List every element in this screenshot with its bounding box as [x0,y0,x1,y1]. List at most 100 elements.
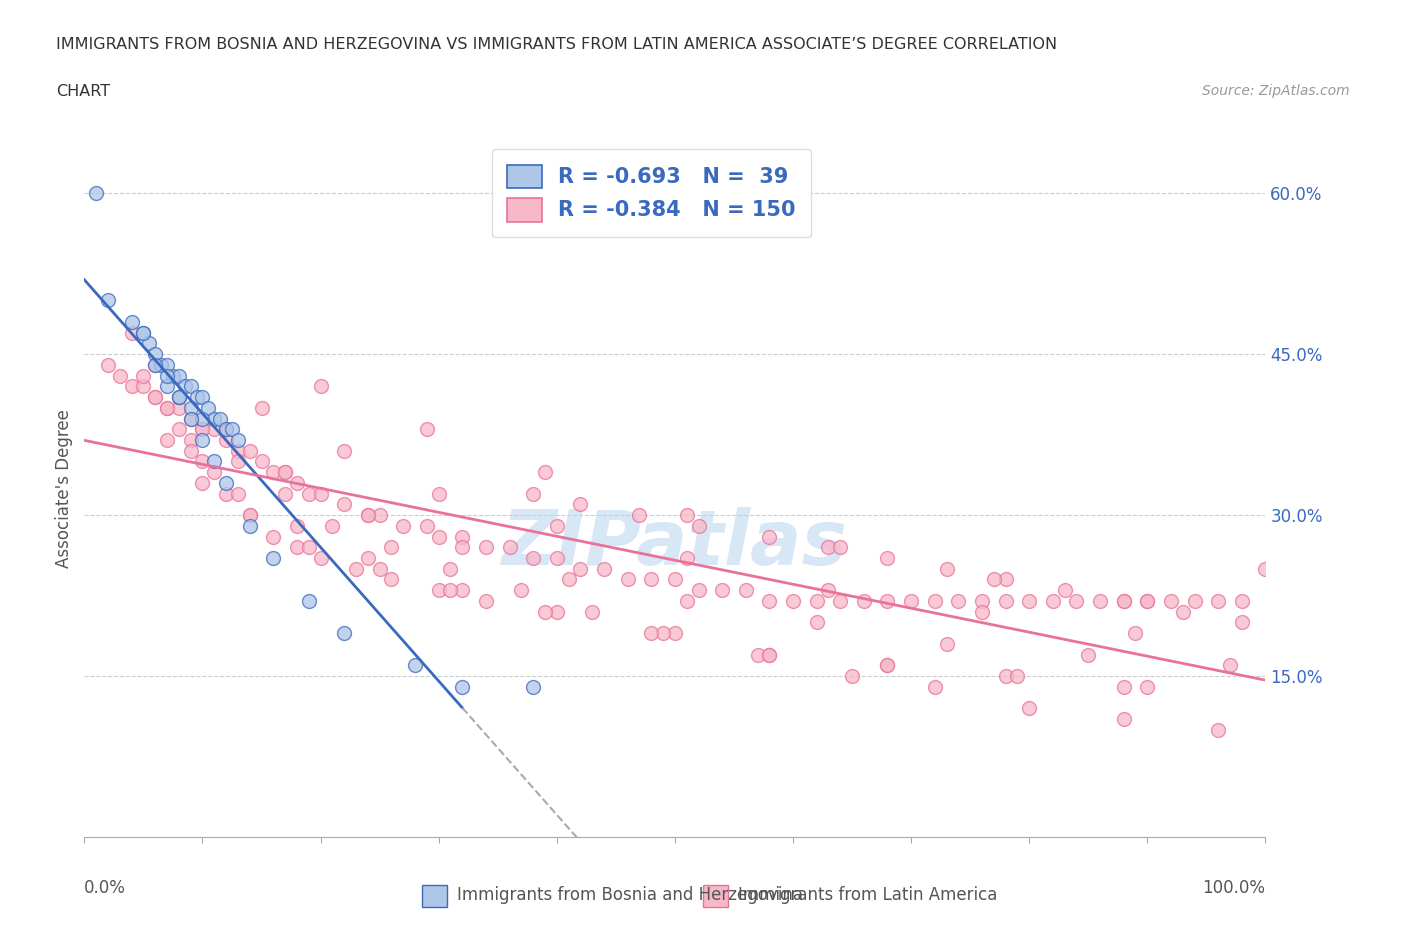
Point [1112,593,1135,608]
Point [640,572,662,587]
Point [688,583,710,598]
Point [250,400,273,415]
Point [1206,593,1229,608]
Point [1112,593,1135,608]
Point [143,357,166,372]
Point [209,411,232,426]
Point [534,604,557,619]
Point [758,593,780,608]
Point [239,444,262,458]
Point [132,379,155,393]
Text: 0.0%: 0.0% [84,879,127,897]
Point [226,432,249,447]
Point [191,454,214,469]
Point [156,379,179,393]
Point [333,626,356,641]
Point [180,411,202,426]
Point [239,508,262,523]
Point [747,647,769,662]
Point [640,626,662,641]
Point [1230,615,1253,630]
Point [180,411,202,426]
Point [274,486,297,501]
Point [1053,583,1076,598]
Point [652,626,675,641]
Point [522,679,544,694]
Point [156,432,179,447]
Point [935,636,957,651]
Text: Source: ZipAtlas.com: Source: ZipAtlas.com [1202,84,1350,98]
Point [1112,711,1135,726]
Point [1007,669,1029,684]
Point [226,486,249,501]
Point [758,647,780,662]
Point [202,411,225,426]
Point [1088,593,1111,608]
Point [806,593,828,608]
Point [143,347,166,362]
Point [758,647,780,662]
Point [664,572,686,587]
Point [817,539,839,554]
Point [132,368,155,383]
Point [285,539,308,554]
Point [1254,562,1277,577]
Point [1112,679,1135,694]
Point [191,422,214,437]
Point [782,593,804,608]
Point [734,583,756,598]
Point [711,583,734,598]
Point [167,390,190,405]
Point [156,400,179,415]
Point [675,593,697,608]
Point [191,432,214,447]
Point [830,593,852,608]
Point [368,508,391,523]
Point [333,444,356,458]
Point [1136,679,1159,694]
Point [180,400,202,415]
Point [344,562,367,577]
Point [1077,647,1099,662]
Point [439,583,461,598]
Point [427,583,450,598]
Point [167,368,190,383]
Point [830,539,852,554]
Point [262,529,284,544]
Point [108,368,131,383]
Point [675,508,697,523]
Point [380,539,402,554]
Point [226,444,249,458]
Point [97,357,120,372]
Point [167,390,190,405]
Text: 100.0%: 100.0% [1202,879,1265,897]
Point [298,593,321,608]
Point [475,593,498,608]
Point [1066,593,1088,608]
Point [546,551,568,565]
Point [121,314,143,329]
Point [522,486,544,501]
Point [994,572,1017,587]
Point [1230,593,1253,608]
Point [546,518,568,533]
Point [1018,593,1040,608]
Point [156,400,179,415]
Point [180,432,202,447]
Point [948,593,970,608]
Point [167,422,190,437]
Point [427,486,450,501]
Point [191,390,214,405]
Point [215,475,238,490]
Point [262,465,284,480]
Point [581,604,603,619]
Point [309,551,332,565]
Point [758,529,780,544]
Point [983,572,1005,587]
Point [1160,593,1182,608]
Point [309,486,332,501]
Text: ZIPatlas: ZIPatlas [502,507,848,581]
Point [215,422,238,437]
Point [173,379,195,393]
Point [333,497,356,512]
